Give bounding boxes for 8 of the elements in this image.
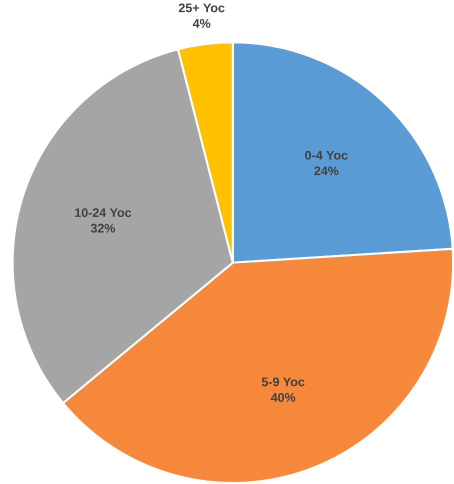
data-label: 40% xyxy=(270,393,296,402)
data-label: 24% xyxy=(314,166,338,176)
slice-label: 0-4 Yoc xyxy=(305,150,348,160)
slice-label: 5-9 Yoc xyxy=(262,377,304,386)
data-label: 4% xyxy=(192,19,210,28)
slice-label: 10-24 Yoc xyxy=(75,208,132,218)
data-label: 32% xyxy=(90,224,115,233)
slice-label: 25+ Yoc xyxy=(178,3,224,12)
